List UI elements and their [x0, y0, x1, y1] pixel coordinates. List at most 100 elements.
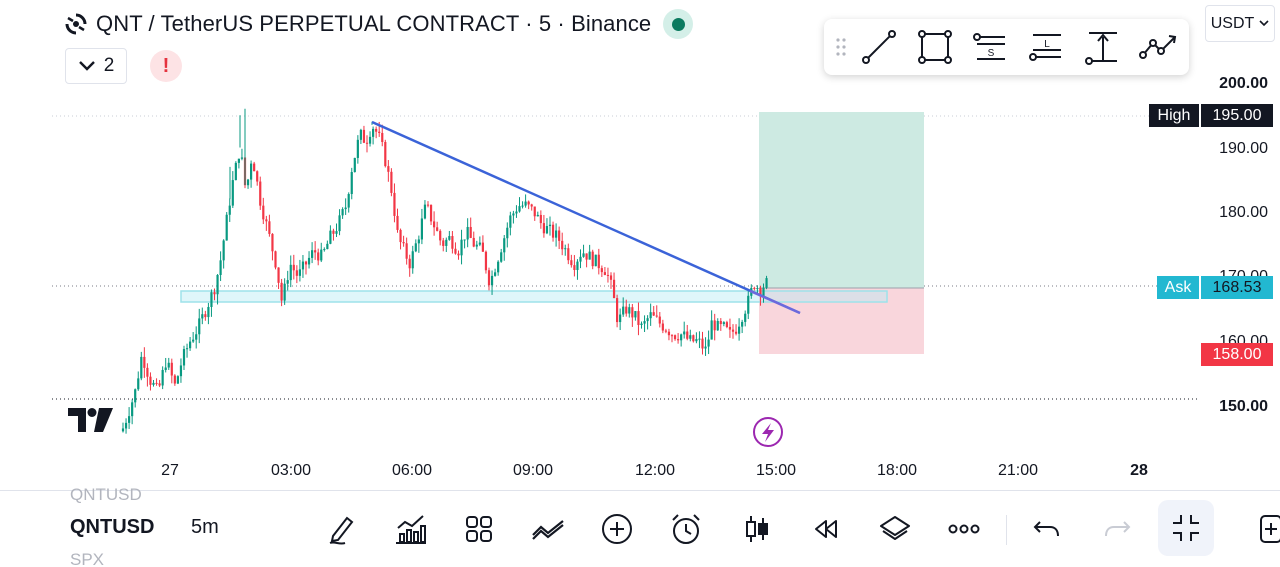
ask-label-tag: Ask: [1157, 276, 1199, 299]
candle-body: [719, 320, 722, 325]
candle-body: [347, 194, 350, 208]
candle-body: [295, 270, 298, 276]
current-symbol[interactable]: QNTUSD: [70, 516, 155, 538]
candle-body: [490, 275, 494, 286]
candle-body: [725, 322, 728, 327]
candle-body: [298, 269, 301, 276]
bottom-toolbar: QNTUSD QNTUSD 5m SPX: [0, 485, 1280, 567]
candle-body: [372, 128, 375, 137]
candle-body: [402, 242, 405, 244]
candle-body: [350, 172, 353, 195]
candle-body: [527, 201, 530, 205]
candle-body: [484, 251, 488, 271]
object-tree-button[interactable]: [875, 509, 915, 549]
candle-body: [509, 215, 512, 228]
candle-body: [332, 230, 335, 234]
short-position-icon: S: [973, 33, 1005, 60]
layers-icon: [880, 516, 910, 540]
path-tool[interactable]: [1134, 25, 1184, 69]
draw-button[interactable]: [322, 509, 362, 549]
candle-body: [222, 240, 225, 261]
binance-logo-icon: [65, 13, 87, 35]
next-symbol[interactable]: SPX: [70, 550, 105, 567]
candle-body: [250, 163, 253, 180]
candle-body: [445, 239, 448, 246]
grip-icon[interactable]: [834, 35, 848, 59]
candle-body: [567, 248, 570, 261]
tradingview-logo: [68, 408, 113, 432]
trend-line-tool[interactable]: [854, 25, 904, 69]
candle-body: [246, 179, 250, 186]
candle-body: [606, 274, 610, 276]
candle-body: [381, 132, 384, 142]
candle-body: [710, 320, 713, 340]
interval-selector[interactable]: 5m: [191, 516, 219, 538]
undo-button[interactable]: [1027, 509, 1067, 549]
price-label-190: 190.00: [1219, 140, 1268, 157]
candle-body: [695, 339, 698, 342]
lightning-event-icon[interactable]: [753, 417, 783, 447]
alert-button[interactable]: [666, 509, 706, 549]
candle-body: [478, 242, 481, 245]
svg-text:L: L: [1044, 39, 1050, 50]
pencil-icon: [329, 516, 354, 545]
prev-symbol[interactable]: QNTUSD: [70, 485, 142, 504]
trend-line-icon: [862, 30, 896, 64]
currency-label: USDT: [1210, 14, 1255, 32]
long-position-tool[interactable]: L: [1022, 25, 1072, 69]
position-stop-zone[interactable]: [759, 288, 924, 354]
candle-body: [731, 329, 735, 332]
candle-body: [692, 335, 695, 342]
candle-body: [704, 346, 707, 349]
position-target-zone[interactable]: [759, 112, 924, 288]
layout-button[interactable]: [1246, 509, 1280, 549]
candle-body: [524, 201, 527, 206]
indicators-button[interactable]: [390, 509, 430, 549]
candle-body: [728, 326, 732, 330]
support-zone[interactable]: [180, 290, 888, 303]
chart-style-button[interactable]: [737, 509, 777, 549]
more-button[interactable]: [944, 509, 984, 549]
trend-line[interactable]: [371, 120, 801, 315]
redo-button[interactable]: [1097, 509, 1137, 549]
candle-body: [460, 239, 463, 256]
candle-body: [475, 244, 478, 247]
symbol-title[interactable]: QNT / TetherUS PERPETUAL CONTRACT · 5 · …: [96, 11, 652, 36]
exit-fullscreen-button[interactable]: [1158, 500, 1214, 556]
candle-body: [686, 331, 689, 339]
candle-body: [545, 226, 549, 234]
candle-body: [182, 349, 186, 366]
currency-selector[interactable]: USDT: [1205, 5, 1275, 42]
compare-button[interactable]: [528, 509, 568, 549]
svg-text:S: S: [988, 48, 995, 59]
price-label-150: 150.00: [1219, 398, 1268, 415]
candle-body: [417, 239, 420, 244]
candle-body: [655, 315, 658, 317]
candle-body: [271, 233, 274, 252]
candle-body: [329, 230, 332, 244]
candle-body: [256, 171, 259, 182]
price-chart[interactable]: [0, 0, 1280, 490]
redo-icon: [1105, 521, 1131, 537]
candle-body: [225, 214, 228, 241]
rectangle-tool[interactable]: [910, 25, 960, 69]
candle-body: [390, 171, 393, 193]
indicators-collapse-button[interactable]: 2: [65, 48, 127, 84]
time-label-28: 28: [1130, 462, 1148, 479]
trend-line-fade: [749, 289, 801, 315]
candle-body: [283, 283, 286, 301]
market-status-icon[interactable]: [663, 9, 694, 39]
candle-body: [658, 316, 661, 324]
candle-body: [463, 239, 466, 241]
replay-button[interactable]: [806, 509, 846, 549]
warning-icon[interactable]: !: [150, 50, 182, 82]
short-position-tool[interactable]: S: [966, 25, 1016, 69]
candle-body: [436, 227, 439, 231]
candle-body: [149, 376, 152, 385]
toolbar-divider: [1006, 515, 1007, 545]
price-range-tool[interactable]: [1078, 25, 1128, 69]
candle-body: [738, 326, 741, 334]
templates-button[interactable]: [459, 509, 499, 549]
fullscreen-exit-icon: [1173, 515, 1199, 541]
add-button[interactable]: [597, 509, 637, 549]
